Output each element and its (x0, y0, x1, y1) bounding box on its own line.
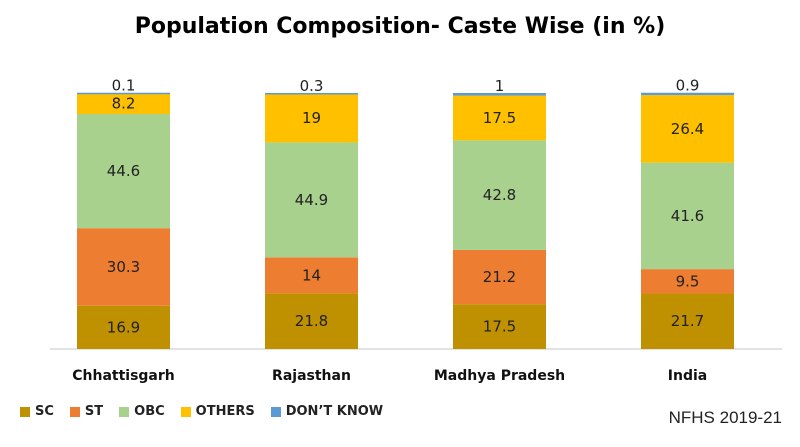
bar-segment (641, 269, 734, 294)
data-label: 14 (302, 266, 321, 284)
data-label: 26.4 (671, 120, 704, 138)
bar-segment (453, 95, 546, 141)
legend-swatch (180, 406, 191, 417)
data-label: 30.3 (107, 258, 140, 276)
bar-segment (265, 293, 358, 349)
bar-segment (265, 93, 358, 143)
bar-segment (77, 93, 170, 114)
data-label: 0.1 (112, 77, 136, 95)
legend: SC ST OBC OTHERS DON’T KNOW (20, 404, 383, 419)
category-label: Madhya Pradesh (434, 368, 565, 384)
bar-segment (77, 305, 170, 349)
bar-segment (77, 92, 170, 95)
bar-segment (641, 162, 734, 270)
category-label: Chhattisgarh (72, 368, 175, 384)
legend-swatch (270, 406, 281, 417)
bar-segment (77, 228, 170, 306)
category-label: India (668, 368, 707, 384)
category-label: Rajasthan (272, 368, 351, 384)
legend-swatch (20, 406, 30, 417)
legend-swatch (69, 406, 80, 417)
legend-label: SC (35, 404, 54, 419)
legend-item: OTHERS (180, 404, 255, 419)
data-label: 16.9 (107, 318, 140, 336)
data-label: 0.9 (676, 77, 700, 95)
bar-segment (265, 142, 358, 258)
bar-segment (265, 93, 358, 95)
legend-label: DON’T KNOW (285, 404, 384, 419)
data-label: 1 (495, 77, 505, 95)
data-label: 9.5 (676, 272, 700, 290)
source-note: NFHS 2019-21 (668, 408, 782, 427)
stacked-bar-chart: 16.9 30.3 44.6 8.20.1 Chhattisgarh 21.8 14 44.9… (50, 77, 782, 384)
data-label: 42.8 (483, 186, 516, 204)
bar-segment (265, 257, 358, 294)
data-label: 0.3 (300, 77, 324, 95)
data-label: 41.6 (671, 207, 704, 225)
data-label: 17.5 (483, 109, 516, 127)
data-label: 44.9 (295, 191, 328, 209)
chart-title: Population Composition- Caste Wise (in %… (134, 14, 666, 39)
legend-label: OBC (134, 404, 165, 419)
data-label: 8.2 (112, 94, 136, 112)
legend-item: SC (20, 404, 54, 419)
legend-label: OTHERS (195, 404, 255, 419)
legend-label: ST (84, 404, 104, 419)
bar-segment (641, 293, 734, 349)
bar-segment (453, 93, 546, 96)
bar-segment (641, 95, 734, 163)
data-label: 21.2 (483, 268, 516, 286)
legend-item: DON’T KNOW (270, 404, 384, 419)
bar-segment (641, 92, 734, 96)
legend-item: ST (69, 404, 104, 419)
legend-swatch (119, 406, 130, 417)
data-label: 19 (302, 109, 321, 127)
bar-segment (77, 113, 170, 229)
bar-segment (453, 249, 546, 305)
bar-segment (453, 304, 546, 349)
data-label: 17.5 (483, 318, 516, 336)
data-label: 21.7 (671, 312, 704, 330)
data-label: 21.8 (295, 312, 328, 330)
legend-item: OBC (119, 404, 165, 419)
data-label: 44.6 (107, 162, 140, 180)
bar-segment (453, 140, 546, 250)
